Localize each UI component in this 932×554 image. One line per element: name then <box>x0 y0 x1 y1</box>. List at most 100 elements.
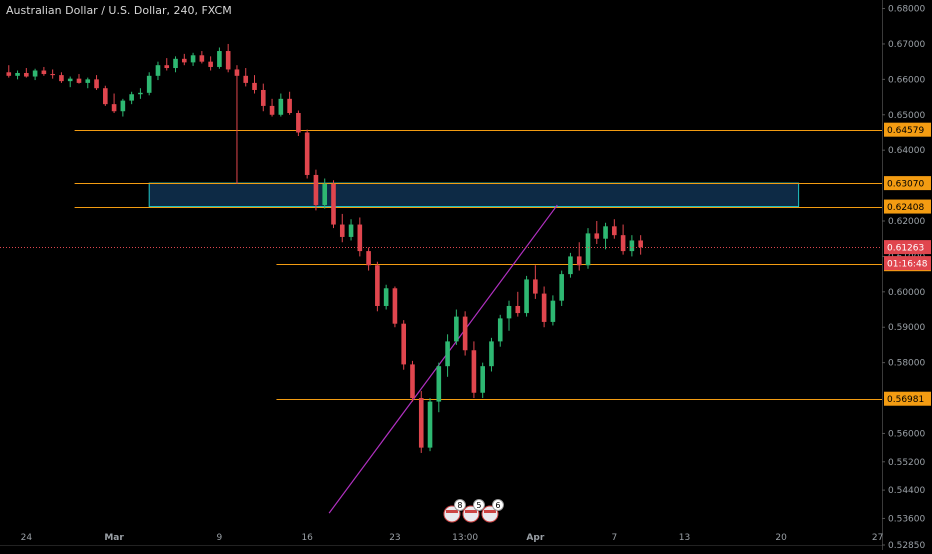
level-price-tag-bg <box>884 122 931 137</box>
candle-body <box>462 316 468 351</box>
candle-body <box>418 398 424 448</box>
candle-body <box>515 305 521 314</box>
candle-body <box>32 70 38 77</box>
candle-body <box>252 82 257 90</box>
level-price-tag-text: 0.63070 <box>887 180 924 190</box>
candle-body <box>181 58 187 63</box>
candle-body <box>603 226 608 239</box>
candle-body <box>199 55 205 62</box>
candle-body <box>217 51 222 67</box>
candle-body <box>260 89 266 106</box>
x-tick-label: 20 <box>775 533 787 543</box>
x-tick-label: Mar <box>104 533 124 543</box>
event-marker: 8 <box>443 499 466 523</box>
event-count: 5 <box>476 501 481 510</box>
y-tick-label: 0.66000 <box>888 75 925 85</box>
y-tick-label: 0.54400 <box>888 486 925 496</box>
candle-body <box>436 366 442 402</box>
x-tick-label: 13:00 <box>452 533 478 543</box>
candle-body <box>103 88 108 105</box>
flag-stripe <box>445 510 458 513</box>
x-tick-label: 13 <box>679 533 690 543</box>
candle-body <box>568 256 573 275</box>
candle-body <box>506 305 512 319</box>
event-marker: 5 <box>462 499 485 523</box>
candle-body <box>533 279 538 294</box>
candle-body <box>76 78 82 83</box>
candle-body <box>375 265 380 306</box>
candle-body <box>67 78 73 82</box>
level-price-tag-bg <box>884 199 931 214</box>
candle-body <box>541 293 547 322</box>
trendline[interactable] <box>328 204 558 514</box>
candle-body <box>585 233 591 266</box>
candle-body <box>173 58 178 69</box>
candle-body <box>471 350 477 393</box>
level-price-tag-text: 0.64579 <box>887 126 924 136</box>
x-tick-label: 27 <box>872 533 883 543</box>
candle-body <box>234 69 240 76</box>
y-tick-label: 0.68000 <box>888 5 925 15</box>
candle-body <box>59 75 64 82</box>
candle-body <box>357 224 363 252</box>
candle-body <box>629 240 635 252</box>
candle-body <box>24 72 29 77</box>
level-price-tag-text: 0.56981 <box>887 395 924 405</box>
x-tick-label: 16 <box>301 533 313 543</box>
candle-body <box>383 288 389 306</box>
flag-stripe <box>483 510 496 513</box>
candle-body <box>287 98 292 113</box>
candle-body <box>339 224 345 237</box>
candle-body <box>269 105 275 115</box>
x-tick-label: Apr <box>526 533 544 543</box>
candle-body <box>120 100 126 112</box>
candle-body <box>243 75 249 83</box>
current-price-tag: 0.61263 <box>884 240 931 255</box>
y-tick-label: 0.59000 <box>888 323 925 333</box>
candle-body <box>550 300 556 322</box>
candle-body <box>304 132 310 175</box>
countdown-tag-text: 01:16:48 <box>887 260 928 270</box>
x-tick-label: 23 <box>389 533 400 543</box>
candle-body <box>313 174 319 206</box>
candle-body <box>524 279 529 314</box>
candle-body <box>392 288 398 324</box>
y-tick-label: 0.65000 <box>888 111 925 121</box>
candle-body <box>348 224 354 237</box>
candle-body <box>15 72 20 76</box>
level-price-tag-bg <box>884 391 931 406</box>
level-price-tag: 0.64579 <box>884 122 931 137</box>
y-tick-label: 0.58000 <box>888 359 925 369</box>
candle-body <box>164 65 170 69</box>
countdown-tag-bg <box>884 256 931 271</box>
event-count: 6 <box>495 501 500 510</box>
zone-rect <box>148 182 800 208</box>
time-axis[interactable]: 24 Mar 9 16 23 13:00 Apr 7 13 20 27 <box>0 533 883 546</box>
level-price-tag-bg <box>884 176 931 191</box>
y-tick-label: 0.55200 <box>888 458 925 468</box>
resistance-zone[interactable] <box>148 182 800 208</box>
x-tick-label: 24 <box>21 533 33 543</box>
candle-body <box>296 113 301 133</box>
y-tick-label: 0.60000 <box>888 288 925 298</box>
candle-body <box>331 183 336 225</box>
candle-body <box>620 235 626 252</box>
current-price-tag-text: 0.61263 <box>887 244 924 254</box>
candle-body <box>594 233 600 239</box>
candle-body <box>225 51 231 70</box>
candle-body <box>559 274 564 301</box>
event-marker: 6 <box>481 499 504 523</box>
candle-body <box>146 75 152 93</box>
economic-events[interactable]: 8 5 6 <box>443 499 504 523</box>
candle-body <box>366 251 371 266</box>
event-count-badge <box>472 499 485 511</box>
candle-body <box>129 94 134 101</box>
level-price-tag: 0.63070 <box>884 176 931 191</box>
price-axis[interactable]: 0.68000 0.67000 0.66000 0.65000 0.64000 0.620… <box>882 0 931 551</box>
horizontal-levels[interactable] <box>74 130 882 400</box>
candle-body <box>6 72 12 76</box>
candle-body <box>480 366 485 393</box>
candle-body <box>278 98 284 115</box>
